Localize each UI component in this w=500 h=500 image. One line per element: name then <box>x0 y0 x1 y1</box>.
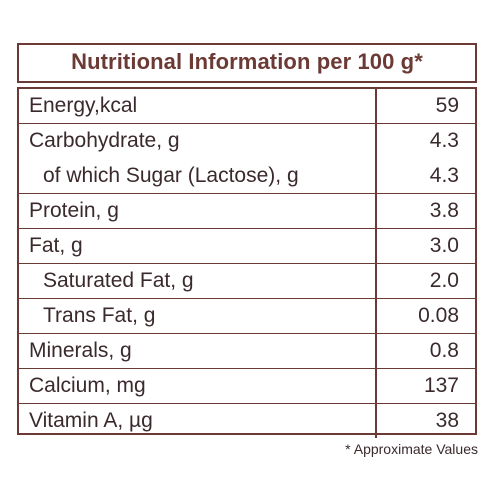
nutrient-label: Fat, g <box>19 228 377 264</box>
nutrient-value: 3.8 <box>376 193 475 229</box>
nutrient-value: 4.3 <box>376 123 475 159</box>
nutrient-value: 38 <box>376 403 475 438</box>
footnote: * Approximate Values <box>345 441 478 457</box>
nutrient-value: 0.8 <box>376 333 475 369</box>
nutrient-value: 0.08 <box>376 298 475 334</box>
nutrient-label: Calcium, mg <box>19 368 377 404</box>
table-row: Calcium, mg 137 <box>19 368 475 404</box>
nutrition-title: Nutritional Information per 100 g* <box>71 49 423 74</box>
table-row: Saturated Fat, g 2.0 <box>19 263 475 299</box>
nutrient-label: Minerals, g <box>19 333 377 369</box>
table-row: Energy,kcal 59 <box>19 89 475 124</box>
nutrient-label: Vitamin A, µg <box>19 403 377 438</box>
table-row: Trans Fat, g 0.08 <box>19 298 475 334</box>
nutrient-label: Trans Fat, g <box>19 298 377 334</box>
nutrient-value: 3.0 <box>376 228 475 264</box>
nutrient-value: 2.0 <box>376 263 475 299</box>
table-row: of which Sugar (Lactose), g 4.3 <box>19 158 475 194</box>
table-row: Minerals, g 0.8 <box>19 333 475 369</box>
table-row: Carbohydrate, g 4.3 <box>19 123 475 159</box>
nutrient-label: Saturated Fat, g <box>19 263 377 299</box>
nutrient-label: of which Sugar (Lactose), g <box>19 158 377 194</box>
table-row: Fat, g 3.0 <box>19 228 475 264</box>
nutrient-label: Carbohydrate, g <box>19 123 377 159</box>
table-row: Protein, g 3.8 <box>19 193 475 229</box>
nutrient-value: 4.3 <box>429 164 459 187</box>
nutrient-value: 137 <box>376 368 475 404</box>
nutrition-table: Energy,kcal 59 Carbohydrate, g 4.3 of wh… <box>19 89 475 438</box>
nutrient-label: Protein, g <box>19 193 377 229</box>
nutrient-label: Energy,kcal <box>19 89 377 124</box>
table-row: Vitamin A, µg 38 <box>19 403 475 438</box>
nutrient-value: 59 <box>435 94 459 117</box>
title-divider <box>17 81 477 89</box>
